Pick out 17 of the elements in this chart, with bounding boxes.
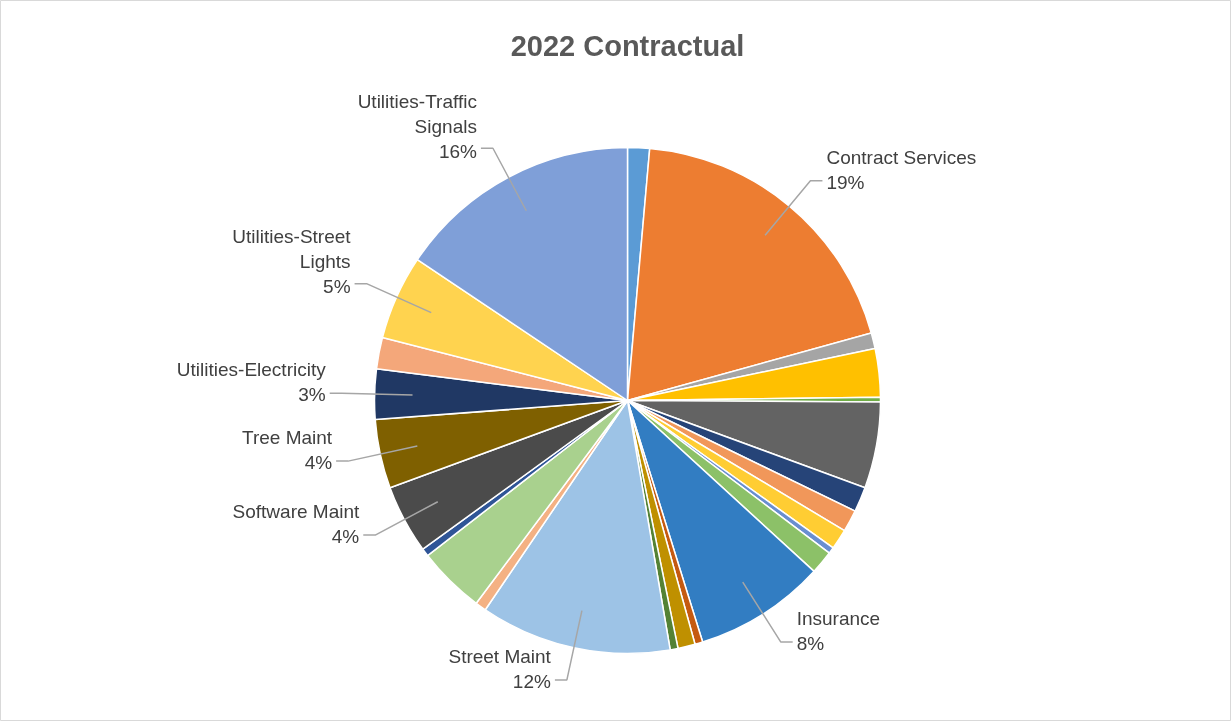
slice-label: Contract Services — [826, 146, 977, 168]
data-label: 16% — [438, 140, 478, 162]
data-label: 8% — [796, 632, 825, 654]
slice-label: Street Maint — [448, 645, 552, 667]
data-label: 4% — [331, 526, 360, 548]
data-label: 3% — [298, 384, 326, 406]
data-label: 12% — [512, 670, 551, 692]
data-label: 5% — [323, 276, 351, 298]
slice-label: Utilities-Traffic Signals — [357, 90, 477, 137]
slice-label: Tree Maint — [242, 427, 333, 449]
data-label: 4% — [304, 452, 333, 474]
slice-label: Utilities-Street Lights — [232, 225, 352, 273]
data-label: 19% — [826, 171, 865, 193]
chart-title: 2022 Contractual — [510, 29, 745, 62]
slice-label: Software Maint — [232, 500, 360, 522]
slice-label: Insurance — [796, 607, 881, 629]
slice-label: Utilities-Electricity — [176, 359, 327, 381]
